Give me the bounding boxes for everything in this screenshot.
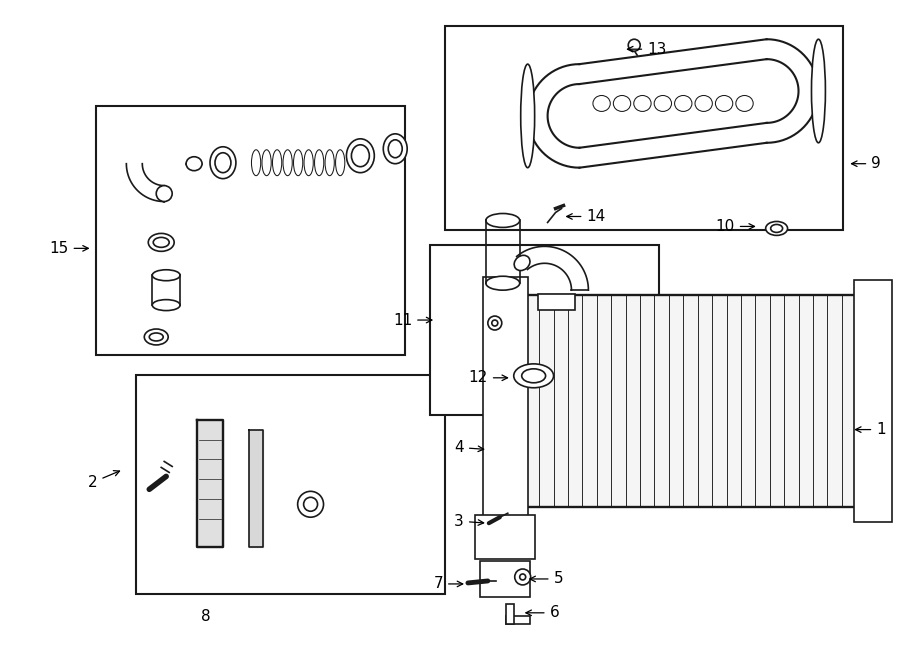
- Bar: [537, 294, 575, 310]
- Ellipse shape: [766, 222, 788, 236]
- Ellipse shape: [521, 64, 535, 167]
- Text: 7: 7: [434, 577, 463, 591]
- Ellipse shape: [346, 139, 374, 173]
- Circle shape: [488, 316, 502, 330]
- Ellipse shape: [215, 153, 231, 173]
- Circle shape: [491, 320, 498, 326]
- Ellipse shape: [153, 238, 169, 248]
- Ellipse shape: [251, 150, 261, 175]
- Bar: [480, 561, 530, 597]
- Ellipse shape: [812, 39, 825, 143]
- Circle shape: [628, 39, 640, 51]
- Ellipse shape: [716, 95, 733, 111]
- Bar: [854, 280, 892, 522]
- Ellipse shape: [148, 234, 175, 252]
- Ellipse shape: [149, 333, 163, 341]
- Text: 15: 15: [50, 241, 88, 256]
- Ellipse shape: [157, 185, 172, 201]
- Bar: [445, 26, 843, 230]
- Bar: [525, 295, 856, 507]
- Ellipse shape: [388, 140, 402, 158]
- Ellipse shape: [351, 145, 369, 167]
- Circle shape: [515, 569, 531, 585]
- Ellipse shape: [675, 95, 692, 111]
- Text: 11: 11: [393, 312, 432, 328]
- Ellipse shape: [486, 276, 519, 290]
- Ellipse shape: [293, 150, 302, 175]
- Text: 6: 6: [526, 605, 559, 620]
- Ellipse shape: [144, 329, 168, 345]
- Bar: [96, 106, 405, 355]
- Text: 2: 2: [88, 471, 120, 490]
- Ellipse shape: [314, 150, 324, 175]
- Text: 9: 9: [851, 156, 881, 171]
- Ellipse shape: [186, 157, 202, 171]
- Ellipse shape: [770, 224, 783, 232]
- Text: 14: 14: [567, 209, 606, 224]
- Text: 8: 8: [202, 609, 211, 624]
- Ellipse shape: [210, 147, 236, 179]
- Text: 12: 12: [469, 370, 508, 385]
- Bar: [136, 375, 445, 594]
- Circle shape: [519, 574, 526, 580]
- Ellipse shape: [383, 134, 407, 164]
- Ellipse shape: [304, 150, 313, 175]
- Text: 13: 13: [627, 42, 667, 57]
- Text: 10: 10: [716, 219, 754, 234]
- Bar: [475, 515, 535, 559]
- Ellipse shape: [152, 269, 180, 281]
- Ellipse shape: [522, 369, 545, 383]
- Ellipse shape: [336, 150, 345, 175]
- Ellipse shape: [325, 150, 334, 175]
- Ellipse shape: [654, 95, 671, 111]
- Ellipse shape: [514, 256, 530, 271]
- Ellipse shape: [634, 95, 651, 111]
- Ellipse shape: [283, 150, 293, 175]
- Ellipse shape: [736, 95, 753, 111]
- Ellipse shape: [593, 95, 610, 111]
- Ellipse shape: [273, 150, 282, 175]
- Text: 1: 1: [856, 422, 886, 437]
- Bar: [483, 277, 527, 525]
- Circle shape: [303, 497, 318, 511]
- Ellipse shape: [486, 214, 519, 228]
- Ellipse shape: [514, 364, 554, 388]
- Text: 5: 5: [530, 571, 563, 587]
- Polygon shape: [197, 420, 223, 547]
- Ellipse shape: [152, 300, 180, 310]
- Bar: [430, 246, 659, 414]
- Ellipse shape: [613, 95, 631, 111]
- Ellipse shape: [695, 95, 713, 111]
- Polygon shape: [248, 430, 263, 547]
- Text: 4: 4: [454, 440, 483, 455]
- Text: 3: 3: [454, 514, 483, 529]
- Circle shape: [298, 491, 323, 517]
- Ellipse shape: [262, 150, 271, 175]
- Bar: [506, 604, 514, 624]
- Bar: [506, 616, 530, 624]
